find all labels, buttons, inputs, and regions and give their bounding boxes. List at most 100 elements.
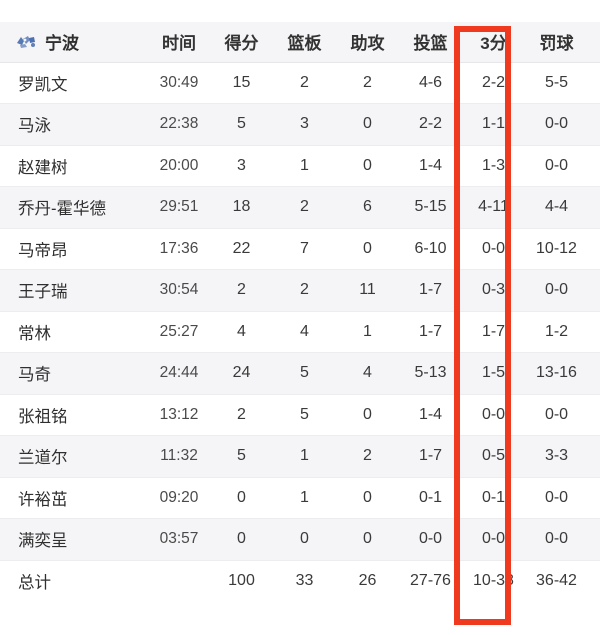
table-row[interactable]: 马奇 24:44 24 5 4 5-13 1-5 13-16 bbox=[0, 352, 600, 394]
assists-cell: 2 bbox=[336, 435, 399, 477]
three-pointers-cell: 0-0 bbox=[462, 227, 525, 270]
steals-cell bbox=[588, 227, 600, 270]
points-cell: 2 bbox=[210, 393, 273, 436]
points-cell: 3 bbox=[210, 144, 273, 187]
minutes-cell: 17:36 bbox=[148, 227, 210, 270]
free-throws-cell: 0-0 bbox=[525, 476, 588, 519]
table-row[interactable]: 王子瑞 30:54 2 2 11 1-7 0-3 0-0 bbox=[0, 269, 600, 311]
steals-cell bbox=[588, 352, 600, 394]
rebounds-cell: 0 bbox=[273, 518, 336, 560]
points-cell: 0 bbox=[210, 518, 273, 560]
rebounds-cell: 3 bbox=[273, 103, 336, 145]
column-header-team[interactable]: 宁波 bbox=[0, 22, 148, 63]
column-header-assists[interactable]: 助攻 bbox=[336, 22, 399, 63]
column-header-minutes[interactable]: 时间 bbox=[148, 22, 210, 63]
table-body: 罗凯文 30:49 15 2 2 4-6 2-2 5-5 马泳 22:38 5 3 0 2-2 1-1 0-0… bbox=[0, 61, 600, 602]
free-throws-cell: 36-42 bbox=[525, 559, 588, 602]
table-row[interactable]: 马帝昂 17:36 22 7 0 6-10 0-0 10-12 bbox=[0, 227, 600, 270]
free-throws-cell: 0-0 bbox=[525, 393, 588, 436]
table-row[interactable]: 罗凯文 30:49 15 2 2 4-6 2-2 5-5 bbox=[0, 61, 600, 104]
table-row[interactable]: 马泳 22:38 5 3 0 2-2 1-1 0-0 bbox=[0, 103, 600, 145]
points-cell: 4 bbox=[210, 310, 273, 353]
points-cell: 18 bbox=[210, 186, 273, 228]
minutes-cell: 20:00 bbox=[148, 144, 210, 187]
assists-cell: 4 bbox=[336, 352, 399, 394]
three-pointers-cell: 1-5 bbox=[462, 352, 525, 394]
rebounds-cell: 4 bbox=[273, 310, 336, 353]
steals-cell bbox=[588, 269, 600, 311]
table-row[interactable]: 张祖铭 13:12 2 5 0 1-4 0-0 0-0 bbox=[0, 393, 600, 436]
free-throws-cell: 13-16 bbox=[525, 352, 588, 394]
player-name-cell: 马帝昂 bbox=[0, 227, 148, 270]
column-header-steals[interactable]: 抢 bbox=[588, 22, 600, 63]
three-pointers-cell: 4-11 bbox=[462, 186, 525, 228]
minutes-cell bbox=[148, 559, 210, 602]
field-goals-cell: 5-15 bbox=[399, 186, 462, 228]
top-whitespace bbox=[0, 0, 600, 22]
table-row[interactable]: 满奕呈 03:57 0 0 0 0-0 0-0 0-0 bbox=[0, 518, 600, 560]
three-pointers-cell: 1-1 bbox=[462, 103, 525, 145]
assists-cell: 26 bbox=[336, 559, 399, 602]
points-cell: 0 bbox=[210, 476, 273, 519]
steals-cell bbox=[588, 186, 600, 228]
column-header-three-pointers[interactable]: 3分 bbox=[462, 22, 525, 63]
column-header-points[interactable]: 得分 bbox=[210, 22, 273, 63]
points-cell: 24 bbox=[210, 352, 273, 394]
table-row-total[interactable]: 总计 100 33 26 27-76 10-38 36-42 bbox=[0, 559, 600, 602]
steals-cell bbox=[588, 310, 600, 353]
player-name-cell: 许裕茁 bbox=[0, 476, 148, 519]
player-name-cell: 罗凯文 bbox=[0, 61, 148, 104]
rebounds-cell: 5 bbox=[273, 393, 336, 436]
player-name-cell: 兰道尔 bbox=[0, 435, 148, 477]
minutes-cell: 30:49 bbox=[148, 61, 210, 104]
assists-cell: 1 bbox=[336, 310, 399, 353]
three-pointers-cell: 0-0 bbox=[462, 393, 525, 436]
free-throws-cell: 1-2 bbox=[525, 310, 588, 353]
steals-cell bbox=[588, 435, 600, 477]
steals-cell bbox=[588, 144, 600, 187]
free-throws-cell: 0-0 bbox=[525, 269, 588, 311]
table-row[interactable]: 乔丹-霍华德 29:51 18 2 6 5-15 4-11 4-4 bbox=[0, 186, 600, 228]
three-pointers-cell: 0-3 bbox=[462, 269, 525, 311]
field-goals-cell: 1-4 bbox=[399, 393, 462, 436]
three-pointers-cell: 1-7 bbox=[462, 310, 525, 353]
field-goals-cell: 1-7 bbox=[399, 269, 462, 311]
player-name-cell: 满奕呈 bbox=[0, 518, 148, 560]
points-cell: 5 bbox=[210, 103, 273, 145]
steals-cell bbox=[588, 103, 600, 145]
minutes-cell: 13:12 bbox=[148, 393, 210, 436]
table-row[interactable]: 兰道尔 11:32 5 1 2 1-7 0-5 3-3 bbox=[0, 435, 600, 477]
minutes-cell: 11:32 bbox=[148, 435, 210, 477]
column-header-rebounds[interactable]: 篮板 bbox=[273, 22, 336, 63]
points-cell: 22 bbox=[210, 227, 273, 270]
player-name-cell: 马奇 bbox=[0, 352, 148, 394]
table-header: 宁波 时间 得分 篮板 助攻 投篮 3分 罚球 抢 bbox=[0, 22, 600, 63]
table-row[interactable]: 许裕茁 09:20 0 1 0 0-1 0-1 0-0 bbox=[0, 476, 600, 519]
player-name-cell: 常林 bbox=[0, 310, 148, 353]
minutes-cell: 09:20 bbox=[148, 476, 210, 519]
free-throws-cell: 5-5 bbox=[525, 61, 588, 104]
minutes-cell: 03:57 bbox=[148, 518, 210, 560]
free-throws-cell: 3-3 bbox=[525, 435, 588, 477]
header-row: 宁波 时间 得分 篮板 助攻 投篮 3分 罚球 抢 bbox=[0, 22, 600, 63]
field-goals-cell: 1-7 bbox=[399, 310, 462, 353]
table-row[interactable]: 赵建树 20:00 3 1 0 1-4 1-3 0-0 bbox=[0, 144, 600, 187]
three-pointers-cell: 1-3 bbox=[462, 144, 525, 187]
field-goals-cell: 6-10 bbox=[399, 227, 462, 270]
minutes-cell: 22:38 bbox=[148, 103, 210, 145]
minutes-cell: 29:51 bbox=[148, 186, 210, 228]
player-name-cell: 张祖铭 bbox=[0, 393, 148, 436]
assists-cell: 0 bbox=[336, 144, 399, 187]
rebounds-cell: 7 bbox=[273, 227, 336, 270]
rebounds-cell: 2 bbox=[273, 61, 336, 104]
three-pointers-cell: 0-5 bbox=[462, 435, 525, 477]
column-header-field-goals[interactable]: 投篮 bbox=[399, 22, 462, 63]
table-row[interactable]: 常林 25:27 4 4 1 1-7 1-7 1-2 bbox=[0, 310, 600, 353]
rebounds-cell: 1 bbox=[273, 144, 336, 187]
rebounds-cell: 2 bbox=[273, 269, 336, 311]
column-header-free-throws[interactable]: 罚球 bbox=[525, 22, 588, 63]
box-score-table: 宁波 时间 得分 篮板 助攻 投篮 3分 罚球 抢 罗凯文30:4915224-… bbox=[0, 22, 600, 602]
assists-cell: 2 bbox=[336, 61, 399, 104]
steals-cell bbox=[588, 518, 600, 560]
